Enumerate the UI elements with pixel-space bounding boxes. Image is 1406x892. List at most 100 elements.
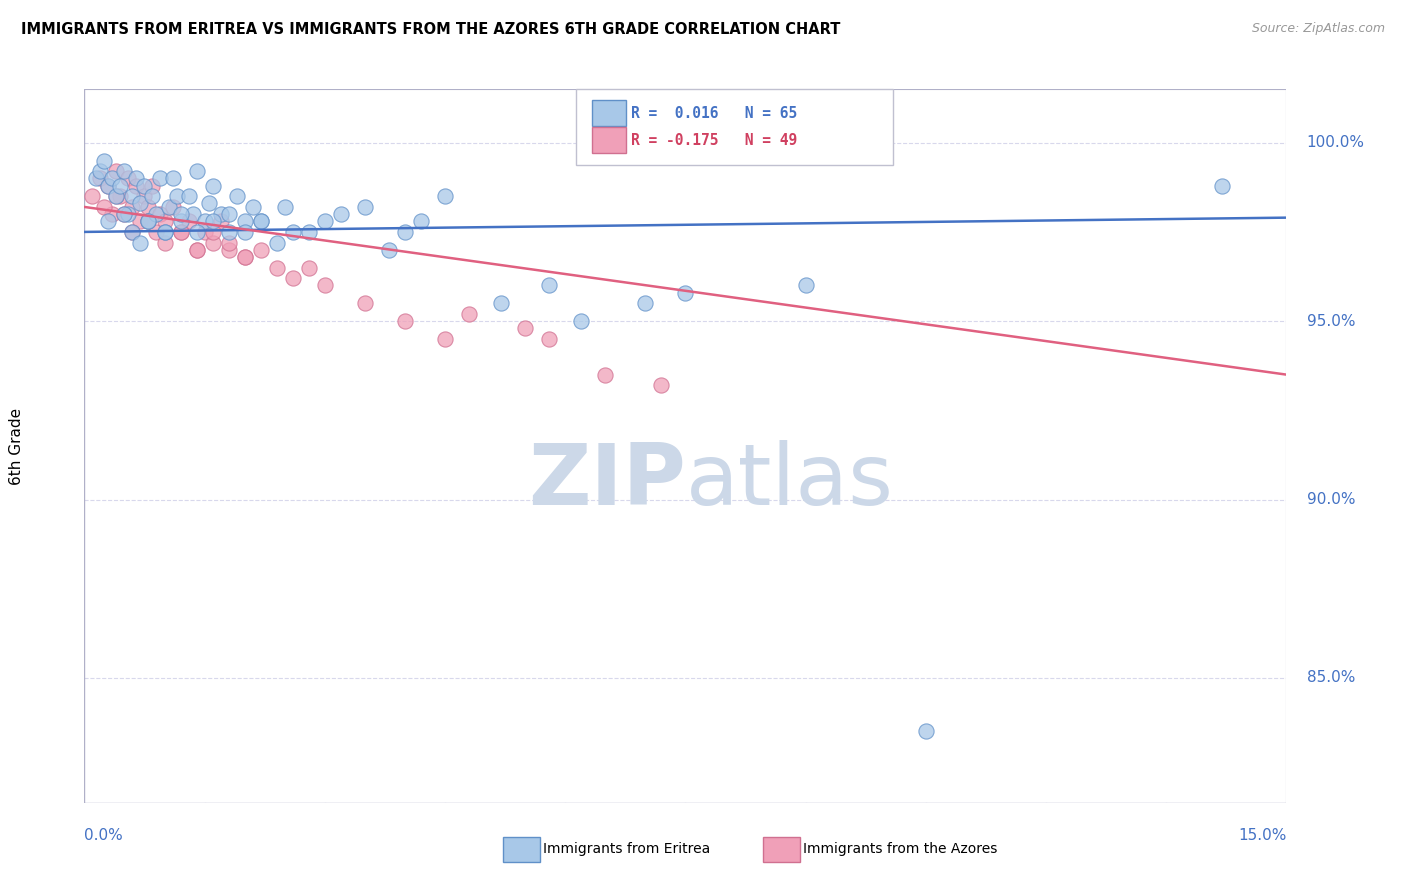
Point — [298, 260, 321, 275]
Point — [138, 214, 160, 228]
Point — [166, 189, 188, 203]
Point — [595, 368, 617, 382]
Point — [105, 189, 128, 203]
Point — [101, 171, 124, 186]
Point — [110, 178, 132, 193]
Point — [314, 214, 336, 228]
Text: 0.0%: 0.0% — [84, 828, 124, 843]
Point — [298, 225, 321, 239]
Point — [149, 171, 172, 186]
Point — [121, 225, 143, 239]
Point — [634, 296, 657, 310]
Point — [794, 278, 817, 293]
Point — [218, 225, 240, 239]
Point — [114, 164, 135, 178]
Text: 95.0%: 95.0% — [1306, 314, 1355, 328]
Point — [89, 164, 111, 178]
Point — [82, 189, 104, 203]
Point — [242, 200, 264, 214]
Text: 90.0%: 90.0% — [1306, 492, 1355, 507]
Point — [209, 207, 232, 221]
Point — [105, 189, 128, 203]
Point — [218, 243, 240, 257]
Point — [97, 178, 120, 193]
Point — [145, 207, 167, 221]
Point — [266, 260, 288, 275]
Point — [153, 225, 176, 239]
Point — [186, 243, 208, 257]
Text: ZIP: ZIP — [527, 440, 686, 524]
Point — [101, 207, 124, 221]
Point — [201, 214, 224, 228]
Point — [129, 196, 152, 211]
Point — [434, 189, 457, 203]
Point — [249, 214, 271, 228]
Text: atlas: atlas — [686, 440, 893, 524]
Point — [249, 243, 271, 257]
Point — [134, 178, 156, 193]
Point — [281, 271, 304, 285]
Point — [218, 207, 240, 221]
Point — [97, 178, 120, 193]
Point — [138, 214, 160, 228]
Text: 85.0%: 85.0% — [1306, 671, 1355, 685]
Point — [201, 225, 224, 239]
Point — [489, 296, 512, 310]
Point — [233, 225, 256, 239]
Point — [233, 214, 256, 228]
Point — [201, 235, 224, 250]
Point — [225, 189, 247, 203]
Point — [121, 225, 143, 239]
Point — [153, 235, 176, 250]
Point — [329, 207, 352, 221]
Point — [197, 196, 219, 211]
Point — [153, 225, 176, 239]
Point — [162, 171, 184, 186]
Point — [394, 314, 416, 328]
Point — [650, 378, 672, 392]
Point — [89, 171, 111, 186]
Point — [177, 214, 200, 228]
Point — [134, 189, 156, 203]
Text: Source: ZipAtlas.com: Source: ZipAtlas.com — [1251, 22, 1385, 36]
Point — [129, 214, 152, 228]
Point — [145, 225, 167, 239]
Point — [149, 207, 172, 221]
Text: R = -0.175   N = 49: R = -0.175 N = 49 — [631, 133, 797, 147]
Point — [169, 225, 191, 239]
Point — [121, 189, 143, 203]
Text: IMMIGRANTS FROM ERITREA VS IMMIGRANTS FROM THE AZORES 6TH GRADE CORRELATION CHAR: IMMIGRANTS FROM ERITREA VS IMMIGRANTS FR… — [21, 22, 841, 37]
Point — [249, 214, 271, 228]
Point — [153, 214, 176, 228]
Point — [117, 171, 139, 186]
Point — [93, 153, 115, 168]
Point — [915, 724, 938, 739]
Point — [93, 200, 115, 214]
Point — [409, 214, 432, 228]
Point — [354, 296, 377, 310]
Point — [110, 189, 132, 203]
Point — [569, 314, 592, 328]
Point — [181, 207, 204, 221]
Point — [186, 225, 208, 239]
Text: 15.0%: 15.0% — [1239, 828, 1286, 843]
Point — [117, 207, 139, 221]
Point — [394, 225, 416, 239]
Point — [354, 200, 377, 214]
Point — [233, 250, 256, 264]
Point — [538, 278, 561, 293]
Text: Immigrants from Eritrea: Immigrants from Eritrea — [543, 842, 710, 856]
Point — [281, 225, 304, 239]
Point — [105, 164, 128, 178]
Point — [129, 235, 152, 250]
Point — [86, 171, 108, 186]
Point — [314, 278, 336, 293]
Point — [157, 200, 180, 214]
Text: 6th Grade: 6th Grade — [10, 408, 24, 484]
Point — [138, 200, 160, 214]
Text: Immigrants from the Azores: Immigrants from the Azores — [803, 842, 997, 856]
Point — [266, 235, 288, 250]
Point — [515, 321, 537, 335]
Point — [114, 207, 135, 221]
Point — [194, 225, 217, 239]
